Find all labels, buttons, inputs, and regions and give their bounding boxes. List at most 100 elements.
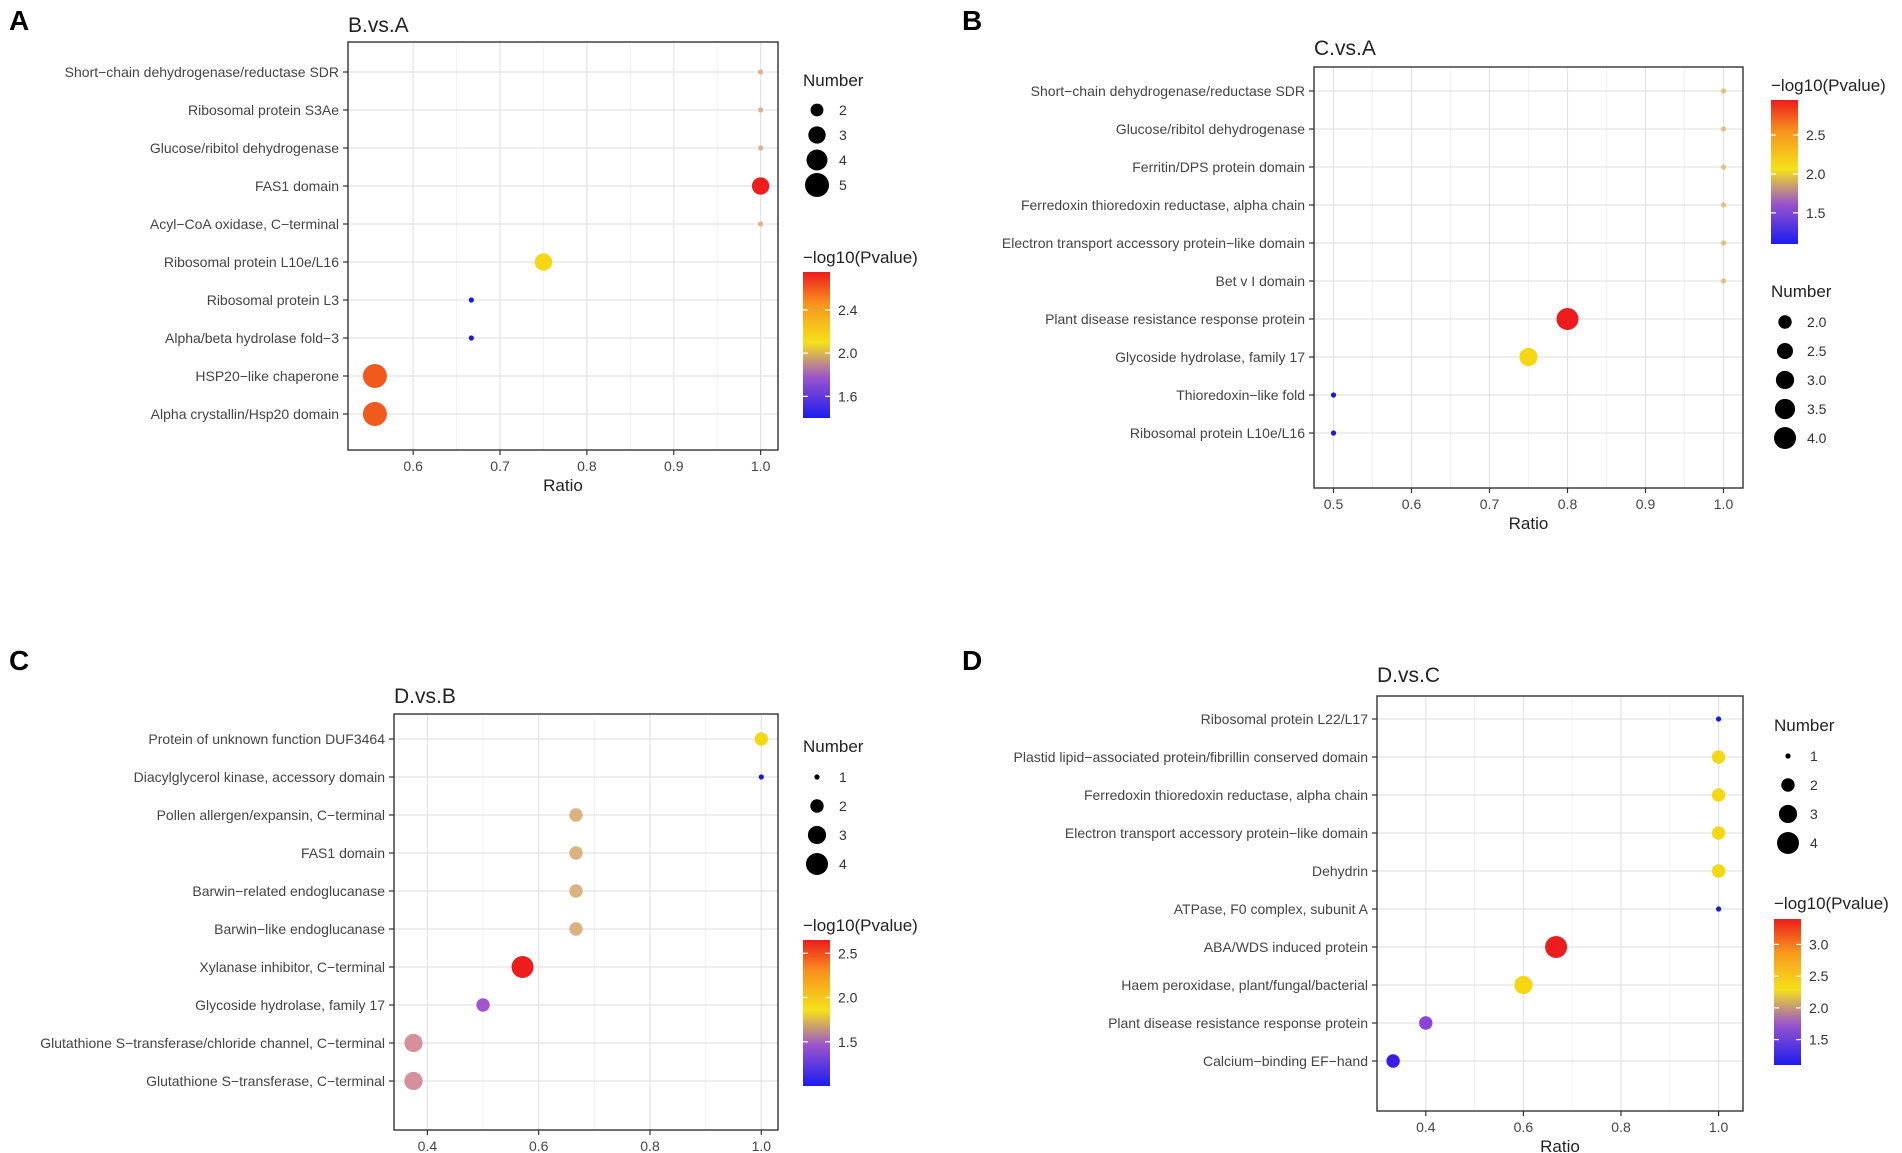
category-label: Ribosomal protein L22/L17 [1201,711,1369,727]
size-legend-dot [806,149,828,171]
category-label: Electron transport accessory protein−lik… [1065,825,1368,841]
color-bar [803,272,830,418]
color-legend-label: 2.5 [1809,968,1829,984]
data-point [404,1033,423,1053]
chart-title: B.vs.A [348,14,409,37]
size-legend-label: 4.0 [1807,430,1827,446]
data-point [1711,864,1726,878]
x-axis-title: Ratio [1509,514,1549,533]
data-point [1716,716,1722,722]
size-legend-label: 3 [1810,806,1818,822]
size-legend-dot [1774,398,1796,420]
category-label: Ribosomal protein L10e/L16 [164,254,339,270]
category-label: Diacylglycerol kinase, accessory domain [134,769,385,785]
data-point [1711,826,1726,840]
size-legend-label: 4 [839,856,847,872]
size-legend-label: 2 [1810,777,1818,793]
size-legend-dot [806,853,828,875]
data-point [362,402,387,426]
data-point [1720,88,1727,94]
data-point [1519,347,1538,367]
data-point [569,922,583,936]
data-point [1556,308,1579,330]
data-point [1716,906,1722,912]
category-label: Ferredoxin thioredoxin reductase, alpha … [1084,787,1368,803]
size-legend-title: Number [1771,282,1832,301]
size-legend-label: 1 [1810,748,1818,764]
color-legend-label: 1.5 [1809,1032,1829,1048]
category-label: FAS1 domain [301,845,385,861]
size-legend-label: 2.5 [1807,343,1827,359]
x-tick-label: 1.0 [751,458,771,474]
size-legend-label: 3 [839,127,847,143]
data-point [476,998,490,1012]
color-legend-label: 2.5 [1806,127,1826,143]
category-label: Glutathione S−transferase/chloride chann… [40,1035,385,1051]
size-legend-label: 2 [839,798,847,814]
size-legend-label: 1 [839,769,847,785]
data-point [1720,126,1727,132]
size-legend-dot [1781,778,1795,792]
color-legend-label: 2.4 [838,302,858,318]
plot-border [1376,695,1744,1112]
size-legend-dot [1778,315,1792,329]
size-legend-dot [1785,753,1791,759]
color-legend-label: 1.5 [1806,205,1826,221]
plot-border [393,713,779,1131]
color-legend-title: −log10(Pvalue) [1771,76,1886,95]
x-axis-title: Ratio [1540,1137,1580,1153]
x-tick-label: 1.0 [1709,1119,1729,1135]
panel-letter: D [962,645,982,676]
data-point [758,69,764,75]
category-label: Plant disease resistance response protei… [1108,1015,1368,1031]
size-legend-dot [814,774,820,780]
data-point [404,1071,423,1091]
color-legend-label: 2.0 [838,990,858,1006]
color-legend-label: 2.5 [838,945,858,961]
data-point [1711,788,1726,802]
category-label: Glucose/ribitol dehydrogenase [150,140,339,156]
x-tick-label: 1.0 [1714,496,1734,512]
x-tick-label: 0.7 [1480,496,1500,512]
size-legend-label: 4 [1810,835,1818,851]
category-label: Alpha crystallin/Hsp20 domain [151,406,339,422]
data-point [1720,202,1727,208]
category-label: Alpha/beta hydrolase fold−3 [165,330,339,346]
category-label: ATPase, F0 complex, subunit A [1174,901,1369,917]
category-label: Ribosomal protein S3Ae [188,102,339,118]
chart-title: C.vs.A [1314,37,1376,60]
category-label: Plant disease resistance response protei… [1045,311,1305,327]
size-legend-label: 3 [839,827,847,843]
color-legend-label: 3.0 [1809,936,1829,952]
category-label: ABA/WDS induced protein [1204,939,1368,955]
color-bar [1771,100,1798,244]
x-tick-label: 0.4 [418,1138,438,1153]
plot-area [394,714,778,1130]
category-label: Glutathione S−transferase, C−terminal [146,1073,385,1089]
x-tick-label: 0.4 [1416,1119,1436,1135]
color-legend-label: 2.0 [1809,1000,1829,1016]
size-legend-dot [1777,343,1793,359]
x-tick-label: 0.8 [577,458,597,474]
data-point [1330,392,1337,398]
x-tick-label: 0.8 [1558,496,1578,512]
category-label: Protein of unknown function DUF3464 [148,731,385,747]
color-legend-label: 2.0 [1806,166,1826,182]
x-tick-label: 0.6 [529,1138,549,1153]
category-label: Glycoside hydrolase, family 17 [1115,349,1305,365]
data-point [468,335,474,341]
x-tick-label: 0.6 [1514,1119,1534,1135]
data-point [758,774,764,780]
x-tick-label: 0.9 [1636,496,1656,512]
size-legend-dot [810,103,824,117]
data-point [1386,1054,1400,1068]
plot-area [1377,696,1743,1111]
color-legend-title: −log10(Pvalue) [1774,894,1889,913]
category-label: Pollen allergen/expansin, C−terminal [157,807,385,823]
x-axis-title: Ratio [543,476,583,495]
x-tick-label: 0.6 [1402,496,1422,512]
category-label: HSP20−like chaperone [195,368,339,384]
panel-letter: C [9,645,29,676]
size-legend-dot [805,173,829,197]
